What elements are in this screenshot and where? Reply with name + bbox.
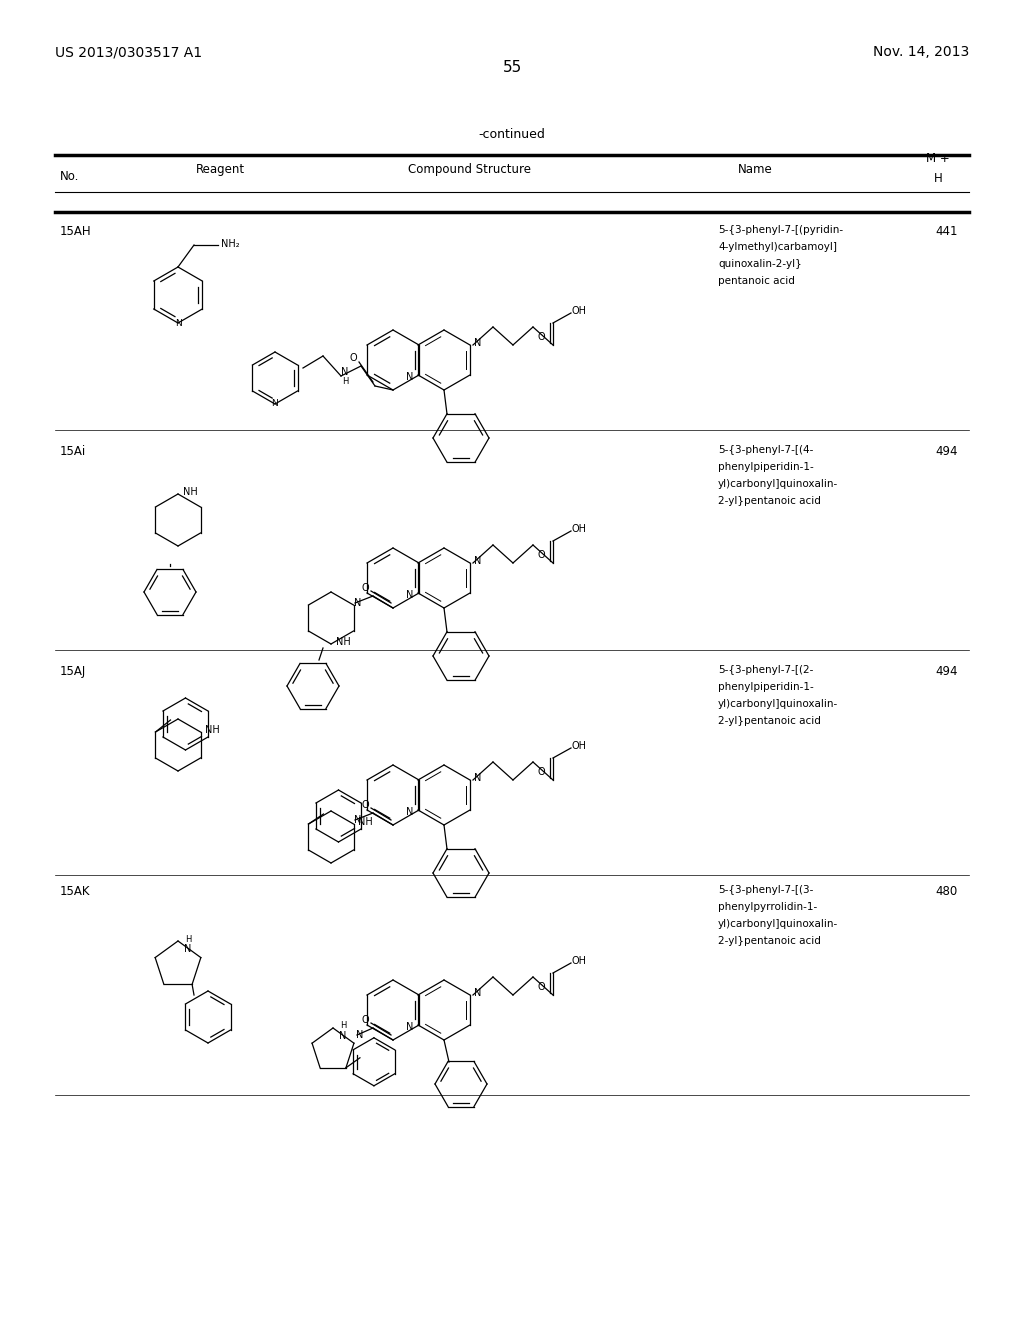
Text: OH: OH [571, 741, 587, 751]
Text: N: N [407, 1022, 414, 1032]
Text: 15AH: 15AH [60, 224, 91, 238]
Text: 2-yl}pentanoic acid: 2-yl}pentanoic acid [718, 715, 821, 726]
Text: NH: NH [182, 487, 198, 498]
Text: N: N [184, 944, 191, 954]
Text: NH₂: NH₂ [221, 239, 240, 249]
Text: 4-ylmethyl)carbamoyl]: 4-ylmethyl)carbamoyl] [718, 242, 837, 252]
Text: H: H [934, 172, 942, 185]
Text: N: N [474, 338, 481, 348]
Text: Nov. 14, 2013: Nov. 14, 2013 [872, 45, 969, 59]
Text: N: N [407, 590, 414, 601]
Text: O: O [361, 800, 369, 810]
Text: H: H [342, 378, 348, 387]
Text: N: N [474, 556, 481, 566]
Text: 494: 494 [935, 665, 957, 678]
Text: phenylpyrrolidin-1-: phenylpyrrolidin-1- [718, 902, 817, 912]
Text: 5-{3-phenyl-7-[(4-: 5-{3-phenyl-7-[(4- [718, 445, 813, 455]
Text: yl)carbonyl]quinoxalin-: yl)carbonyl]quinoxalin- [718, 919, 839, 929]
Text: 15AK: 15AK [60, 884, 90, 898]
Text: N: N [407, 372, 414, 381]
Text: N: N [356, 1030, 364, 1040]
Text: -continued: -continued [478, 128, 546, 141]
Text: quinoxalin-2-yl}: quinoxalin-2-yl} [718, 259, 802, 269]
Text: O: O [538, 333, 545, 342]
Text: US 2013/0303517 A1: US 2013/0303517 A1 [55, 45, 202, 59]
Text: NH: NH [358, 817, 373, 828]
Text: N: N [354, 598, 361, 609]
Text: 2-yl}pentanoic acid: 2-yl}pentanoic acid [718, 496, 821, 506]
Text: H: H [184, 935, 191, 944]
Text: 5-{3-phenyl-7-[(2-: 5-{3-phenyl-7-[(2- [718, 665, 813, 675]
Text: 5-{3-phenyl-7-[(pyridin-: 5-{3-phenyl-7-[(pyridin- [718, 224, 843, 235]
Text: NH: NH [205, 725, 220, 735]
Text: O: O [349, 352, 356, 363]
Text: H: H [340, 1022, 346, 1031]
Text: 5-{3-phenyl-7-[(3-: 5-{3-phenyl-7-[(3- [718, 884, 813, 895]
Text: OH: OH [571, 306, 587, 315]
Text: N: N [354, 814, 361, 825]
Text: N: N [339, 1031, 347, 1041]
Text: 2-yl}pentanoic acid: 2-yl}pentanoic acid [718, 936, 821, 946]
Text: N: N [474, 987, 481, 998]
Text: 494: 494 [935, 445, 957, 458]
Text: O: O [538, 767, 545, 777]
Text: M +: M + [926, 152, 950, 165]
Text: OH: OH [571, 956, 587, 966]
Text: Reagent: Reagent [196, 162, 245, 176]
Text: N: N [341, 367, 349, 378]
Text: 15AJ: 15AJ [60, 665, 86, 678]
Text: O: O [538, 982, 545, 993]
Text: OH: OH [571, 524, 587, 535]
Text: N: N [474, 774, 481, 783]
Text: phenylpiperidin-1-: phenylpiperidin-1- [718, 462, 814, 473]
Text: phenylpiperidin-1-: phenylpiperidin-1- [718, 682, 814, 692]
Text: N: N [271, 400, 279, 408]
Text: O: O [361, 583, 369, 593]
Text: pentanoic acid: pentanoic acid [718, 276, 795, 286]
Text: O: O [361, 1015, 369, 1026]
Text: O: O [538, 550, 545, 560]
Text: Compound Structure: Compound Structure [409, 162, 531, 176]
Text: 15Ai: 15Ai [60, 445, 86, 458]
Text: yl)carbonyl]quinoxalin-: yl)carbonyl]quinoxalin- [718, 700, 839, 709]
Text: yl)carbonyl]quinoxalin-: yl)carbonyl]quinoxalin- [718, 479, 839, 488]
Text: Name: Name [737, 162, 772, 176]
Text: 55: 55 [503, 59, 521, 75]
Text: 441: 441 [935, 224, 957, 238]
Text: N: N [175, 318, 181, 327]
Text: 480: 480 [935, 884, 957, 898]
Text: NH: NH [336, 638, 350, 647]
Text: N: N [407, 807, 414, 817]
Text: No.: No. [60, 170, 80, 183]
